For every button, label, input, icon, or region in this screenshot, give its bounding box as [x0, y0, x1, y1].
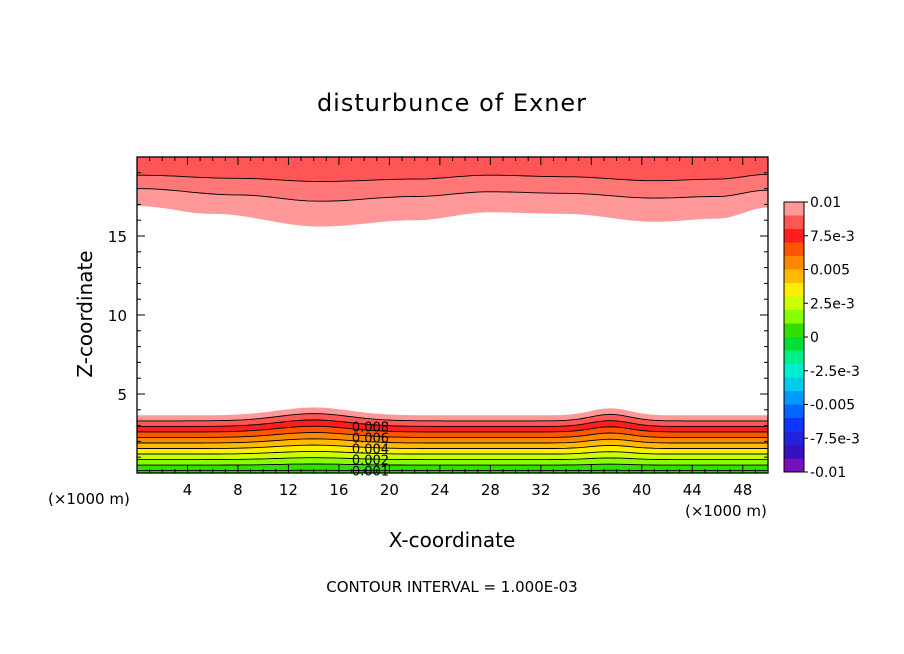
x-tick-label: 44 [683, 481, 702, 499]
colorbar-swatch [784, 256, 804, 270]
contour-line-bottom [137, 438, 768, 444]
colorbar-tick-label: -0.01 [810, 465, 846, 481]
x-tick-label: 24 [430, 481, 449, 499]
chart-title: disturbunce of Exner [317, 89, 587, 117]
colorbar-swatch [784, 445, 804, 459]
colorbar-swatch [784, 431, 804, 446]
contour-line-bottom [137, 413, 768, 422]
x-axis-label: X-coordinate [389, 528, 516, 552]
colorbar-swatch [784, 350, 804, 365]
x-unit-label-right: (×1000 m) [685, 502, 767, 520]
colorbar-swatch [784, 202, 804, 216]
contour-line-bottom [137, 419, 768, 427]
colorbar-swatch [784, 391, 804, 405]
contour-band-bottom [137, 426, 768, 438]
contour-label: 0.006 [352, 431, 389, 446]
colorbar-swatch [784, 242, 804, 257]
contour-label: 0.004 [352, 443, 389, 458]
contour-line-bottom [137, 432, 768, 438]
colorbar-swatch [784, 377, 804, 392]
colorbar-swatch [784, 337, 804, 351]
colorbar-tick-label: 7.5e-3 [810, 229, 855, 245]
y-tick-label: 15 [108, 228, 127, 246]
contour-line-bottom [137, 444, 768, 449]
contour-band-bottom [137, 419, 768, 432]
contour-band-top [137, 157, 768, 182]
contour-line-bottom [137, 450, 768, 455]
contour-label: 0.008 [352, 420, 389, 435]
contour-label: 0.002 [352, 454, 389, 469]
colorbar-swatch [784, 310, 804, 324]
contour-line-bottom [137, 457, 768, 461]
x-tick-label: 12 [279, 481, 298, 499]
contour-band-bottom [137, 413, 768, 427]
colorbar-swatch [784, 229, 804, 243]
colorbar-tick-label: -7.5e-3 [810, 431, 860, 447]
colorbar-tick-label: 0.01 [810, 195, 841, 211]
contour-band-top [137, 188, 768, 227]
x-tick-label: 20 [380, 481, 399, 499]
contour-interval-note: CONTOUR INTERVAL = 1.000E-03 [326, 578, 577, 596]
x-tick-label: 4 [183, 481, 193, 499]
x-tick-label: 40 [632, 481, 651, 499]
x-tick-label: 36 [582, 481, 601, 499]
colorbar-tick-label: -2.5e-3 [810, 364, 860, 380]
x-tick-label: 48 [733, 481, 752, 499]
y-tick-label: 10 [108, 307, 127, 325]
x-tick-label: 28 [481, 481, 500, 499]
contour-band-bottom [137, 438, 768, 449]
contour-band-bottom [137, 457, 768, 466]
x-tick-label: 32 [531, 481, 550, 499]
colorbar-tick-label: 0 [810, 330, 819, 346]
colorbar-swatch [784, 283, 804, 297]
contour-band-bottom [137, 464, 768, 471]
contour-line-top [136, 188, 769, 202]
colorbar-swatch [784, 269, 804, 284]
colorbar-swatch [784, 364, 804, 378]
colorbar: 0.01 7.5e-3 0.005 2.5e-3 0 -2.5e-3 -0.005 -7.5e… [783, 195, 860, 481]
contour-label: 0.001 [352, 465, 389, 480]
colorbar-swatch [784, 215, 804, 230]
x-unit-label-left: (×1000 m) [48, 490, 130, 508]
colorbar-swatch [784, 404, 804, 419]
colorbar-swatch [784, 458, 804, 473]
y-tick-label: 5 [117, 386, 127, 404]
colorbar-tick-label: 2.5e-3 [810, 296, 855, 312]
y-axis-label: Z-coordinate [73, 250, 97, 377]
colorbar-swatch [784, 323, 804, 338]
x-tick-label: 8 [233, 481, 243, 499]
contour-line-bottom [137, 463, 768, 466]
colorbar-swatch [784, 296, 804, 311]
contour-line-bottom [137, 425, 768, 433]
colorbar-tick-label: 0.005 [810, 263, 850, 279]
contour-band-bottom [137, 407, 768, 421]
colorbar-tick-label: -0.005 [810, 398, 855, 414]
x-tick-label: 16 [329, 481, 348, 499]
colorbar-swatch [784, 418, 804, 432]
contour-line-top [137, 173, 769, 182]
